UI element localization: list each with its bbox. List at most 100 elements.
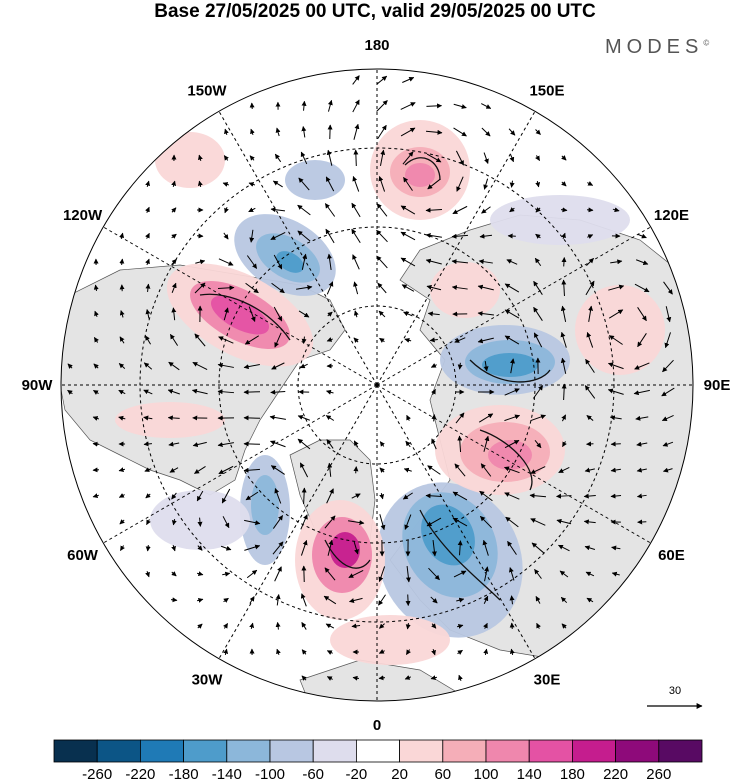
- wind-vector: [223, 648, 229, 656]
- brand-mark: ©: [703, 38, 710, 48]
- wind-vector: [244, 335, 260, 345]
- wind-vector: [504, 388, 520, 396]
- wind-vector: [223, 307, 229, 321]
- wind-vector: [143, 389, 153, 395]
- wind-vector: [608, 335, 623, 345]
- wind-vector: [224, 207, 229, 214]
- wind-vector: [325, 415, 335, 421]
- wind-vector: [457, 649, 463, 655]
- meridian-line: [376, 111, 536, 386]
- wind-vector: [378, 566, 386, 583]
- wind-vector: [217, 442, 234, 448]
- wind-vector: [327, 99, 333, 112]
- wind-vector: [378, 310, 386, 318]
- wind-vector: [195, 259, 206, 265]
- wind-vector: [297, 415, 310, 421]
- wind-vector: [583, 519, 596, 525]
- wind-vector: [376, 100, 388, 112]
- wind-vector: [480, 463, 492, 477]
- wind-vector: [453, 103, 467, 109]
- wind-vector: [145, 232, 150, 239]
- wind-vector: [275, 594, 281, 606]
- wind-vector: [431, 539, 437, 557]
- wind-vector: [196, 490, 204, 502]
- wind-vector: [325, 623, 335, 629]
- wind-vector: [510, 358, 515, 374]
- wind-vector: [452, 205, 468, 215]
- wind-vector: [509, 154, 515, 163]
- wind-vector: [300, 593, 307, 607]
- colorbar-label: -220: [125, 766, 155, 783]
- wind-vector: [456, 176, 464, 192]
- wind-vector: [272, 515, 284, 529]
- wind-vector: [480, 515, 492, 529]
- wind-vector: [556, 493, 572, 499]
- wind-vector: [479, 490, 493, 502]
- wind-vector: [171, 258, 177, 266]
- wind-vector: [530, 414, 547, 422]
- wind-vector: [661, 415, 674, 421]
- longitude-label: 60E: [658, 547, 685, 564]
- wind-vector: [143, 441, 152, 447]
- contour-russia: [479, 429, 533, 491]
- anomaly-high-russia-center: [488, 440, 532, 470]
- wind-vector: [222, 571, 231, 577]
- wind-vector: [535, 180, 541, 188]
- wind-vector: [611, 571, 620, 577]
- wind-vector: [94, 310, 99, 317]
- wind-vector: [455, 150, 465, 166]
- wind-vector: [457, 435, 463, 453]
- wind-vector: [301, 649, 307, 655]
- wind-vector: [118, 493, 125, 498]
- wind-vector: [379, 467, 385, 473]
- wind-vector: [301, 100, 307, 111]
- wind-vector: [326, 439, 334, 449]
- wind-vector: [426, 153, 442, 163]
- wind-vector: [534, 440, 542, 449]
- wind-vector: [270, 207, 286, 213]
- wind-vector: [451, 233, 469, 239]
- wind-vector: [402, 151, 414, 165]
- colorbar-swatch: [226, 739, 271, 763]
- colorbar-swatch: [485, 739, 530, 763]
- wind-vector: [297, 438, 311, 450]
- wind-vector: [145, 283, 151, 292]
- wind-vector: [194, 333, 206, 347]
- wind-vector: [457, 362, 463, 370]
- wind-vector: [243, 363, 260, 370]
- wind-vector: [92, 441, 100, 447]
- wind-vector: [661, 387, 675, 397]
- wind-vector: [145, 180, 151, 188]
- wind-vector: [377, 124, 387, 140]
- wind-vector: [562, 441, 567, 448]
- wind-vector: [244, 544, 261, 551]
- wind-vector: [561, 232, 566, 239]
- wind-vector: [323, 595, 337, 605]
- wind-vector: [452, 491, 468, 501]
- wind-vector: [457, 540, 463, 556]
- wind-vector: [610, 467, 621, 473]
- wind-vector: [607, 388, 624, 395]
- wind-vector: [561, 414, 567, 422]
- wind-vector: [273, 254, 283, 270]
- wind-vector: [274, 153, 282, 163]
- wind-vector: [484, 566, 490, 582]
- wind-vector: [351, 623, 361, 629]
- wind-vector: [425, 207, 443, 213]
- wind-vector: [456, 597, 465, 603]
- anomaly-low-pacific-west: [285, 160, 345, 200]
- wind-vector: [455, 412, 465, 424]
- wind-vector: [406, 414, 411, 421]
- wind-vector: [587, 234, 594, 239]
- wind-vector: [504, 309, 520, 319]
- colorbar-label: -260: [82, 766, 112, 783]
- wind-vector: [192, 361, 208, 371]
- longitude-label: 30W: [192, 671, 224, 688]
- wind-vector: [223, 623, 229, 629]
- wind-vector: [451, 285, 468, 291]
- wind-vector: [243, 415, 261, 421]
- wind-vector: [584, 545, 596, 551]
- anomaly-high-central-asia: [575, 285, 665, 375]
- wind-vector: [504, 335, 520, 345]
- wind-vector: [270, 389, 286, 395]
